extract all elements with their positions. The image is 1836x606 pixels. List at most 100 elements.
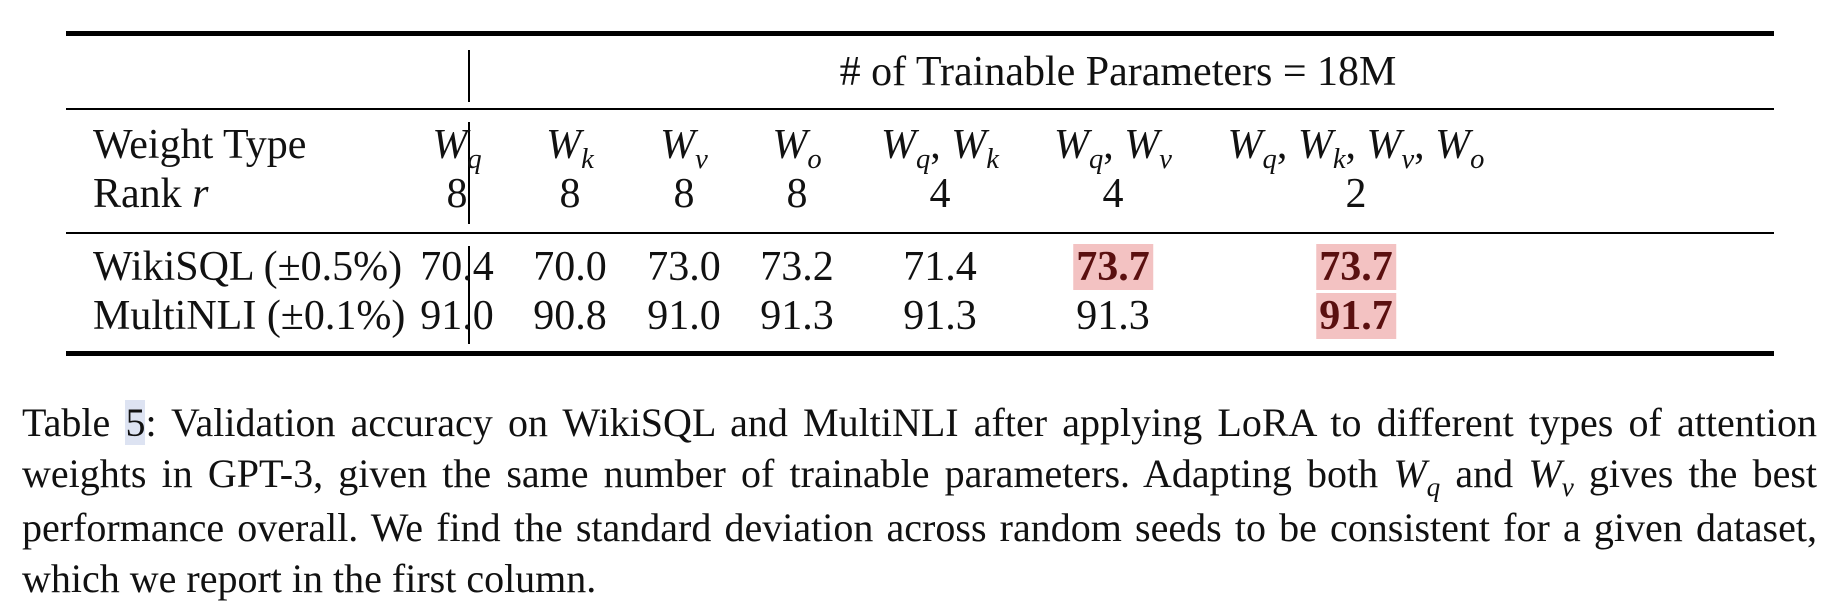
weight-subscript: q (1262, 143, 1277, 175)
column-separator-bottom (468, 246, 470, 344)
weight-base: W (951, 122, 987, 168)
value: 70.4 (420, 244, 494, 290)
value: 71.4 (903, 244, 977, 290)
weight-symbol: Wk (546, 122, 594, 175)
rank-value-5: 4 (1102, 171, 1124, 217)
weight-separator: , (1103, 122, 1125, 168)
weight-base: W (432, 122, 468, 168)
rank-value-1: 8 (559, 171, 581, 217)
rank-value-3: 8 (786, 171, 808, 217)
best-value: 73.7 (1316, 244, 1396, 290)
rank-value-4: 4 (929, 171, 951, 217)
weight-subscript: k (1332, 143, 1346, 175)
rank-symbol: r (192, 171, 209, 217)
caption-text-3: gives the best performance overall. We f… (22, 450, 1817, 601)
weight-subscript: q (467, 143, 482, 175)
weight-base: W (1297, 122, 1333, 168)
cell-row0-col6: 73.7 (1316, 243, 1396, 291)
cell-row0-col4: 71.4 (903, 243, 977, 291)
weight-subscript: v (695, 143, 708, 175)
rank-value-6: 2 (1345, 171, 1367, 217)
cell-row0-col3: 73.2 (760, 243, 834, 291)
weight-subscript: k (986, 143, 999, 175)
row-label-wikisql: WikiSQL (±0.5%) (93, 244, 403, 290)
weight-separator: , (1345, 122, 1367, 168)
column-header-0: Wq (432, 121, 481, 175)
weight-symbol: Wo (772, 122, 821, 175)
value: 73.2 (760, 244, 834, 290)
value: 70.0 (533, 244, 607, 290)
cell-row1-col6: 91.7 (1316, 292, 1396, 340)
weight-symbol: Wq (1227, 122, 1277, 175)
value: 91.0 (420, 293, 494, 339)
value: 73.0 (647, 244, 721, 290)
value: 91.0 (647, 293, 721, 339)
weight-separator: , (930, 122, 952, 168)
table-mid-rule (66, 232, 1774, 234)
weight-subscript: k (581, 143, 594, 175)
weight-base: W (772, 122, 808, 168)
caption-math-wq: Wq (1393, 450, 1440, 503)
caption-table-number: 5 (125, 400, 146, 445)
group-header: # of Trainable Parameters = 18M (839, 49, 1397, 95)
weight-subscript: v (1401, 143, 1415, 175)
cell-row1-col4: 91.3 (903, 292, 977, 340)
weight-base: W (881, 122, 917, 168)
best-value: 91.7 (1316, 293, 1396, 339)
weight-base: W (660, 122, 696, 168)
column-header-6: Wq, Wk, Wv, Wo (1227, 121, 1485, 175)
weight-symbol: Wv (1366, 122, 1415, 175)
weight-symbol: Wv (1124, 122, 1172, 175)
cell-row0-col0: 70.4 (420, 243, 494, 291)
table-top-rule (66, 31, 1774, 36)
weight-type-label: Weight Type (93, 122, 307, 168)
weight-symbol: Wv (660, 122, 708, 175)
weight-subscript: q (1089, 143, 1104, 175)
rank-label-prefix: Rank (93, 171, 182, 217)
table-header-rule (66, 108, 1774, 110)
column-header-5: Wq, Wv (1054, 121, 1172, 175)
weight-symbol: Wq (881, 122, 930, 175)
rank-label: Rank r (93, 170, 209, 218)
weight-symbol: Wq (1054, 122, 1103, 175)
weight-base: W (1054, 122, 1090, 168)
column-header-3: Wo (772, 121, 821, 175)
caption-wv-sub: v (1561, 472, 1574, 503)
column-separator-top (468, 50, 470, 102)
table-bottom-rule (66, 351, 1774, 356)
caption-wq-sub: q (1426, 472, 1441, 503)
rank-value-0: 8 (446, 171, 468, 217)
cell-row1-col3: 91.3 (760, 292, 834, 340)
weight-base: W (1227, 122, 1263, 168)
column-separator-middle (468, 122, 470, 224)
cell-row1-col2: 91.0 (647, 292, 721, 340)
table-caption: Table 5: Validation accuracy on WikiSQL … (22, 398, 1817, 604)
weight-base: W (1124, 122, 1160, 168)
row-label-multinli: MultiNLI (±0.1%) (93, 293, 406, 339)
weight-symbol: Wk (951, 122, 999, 175)
caption-wq-base: W (1393, 450, 1427, 496)
cell-row0-col1: 70.0 (533, 243, 607, 291)
cell-row1-col0: 91.0 (420, 292, 494, 340)
best-value: 73.7 (1073, 244, 1153, 290)
weight-symbol: Wk (1297, 122, 1346, 175)
weight-separator: , (1414, 122, 1436, 168)
caption-text-1: : Validation accuracy on WikiSQL and Mul… (22, 400, 1817, 496)
weight-base: W (1366, 122, 1402, 168)
value: 90.8 (533, 293, 607, 339)
cell-row1-col5: 91.3 (1076, 292, 1150, 340)
weight-symbol: Wq (432, 122, 481, 175)
rank-value-2: 8 (673, 171, 695, 217)
cell-row0-col2: 73.0 (647, 243, 721, 291)
caption-math-wv: Wv (1528, 450, 1573, 503)
cell-row0-col5: 73.7 (1073, 243, 1153, 291)
weight-subscript: o (807, 143, 822, 175)
weight-subscript: o (1470, 143, 1485, 175)
cell-row1-col1: 90.8 (533, 292, 607, 340)
value: 91.3 (903, 293, 977, 339)
caption-wv-base: W (1528, 450, 1562, 496)
weight-subscript: q (916, 143, 931, 175)
value: 91.3 (760, 293, 834, 339)
caption-table-word: Table (22, 400, 111, 445)
weight-base: W (1435, 122, 1471, 168)
